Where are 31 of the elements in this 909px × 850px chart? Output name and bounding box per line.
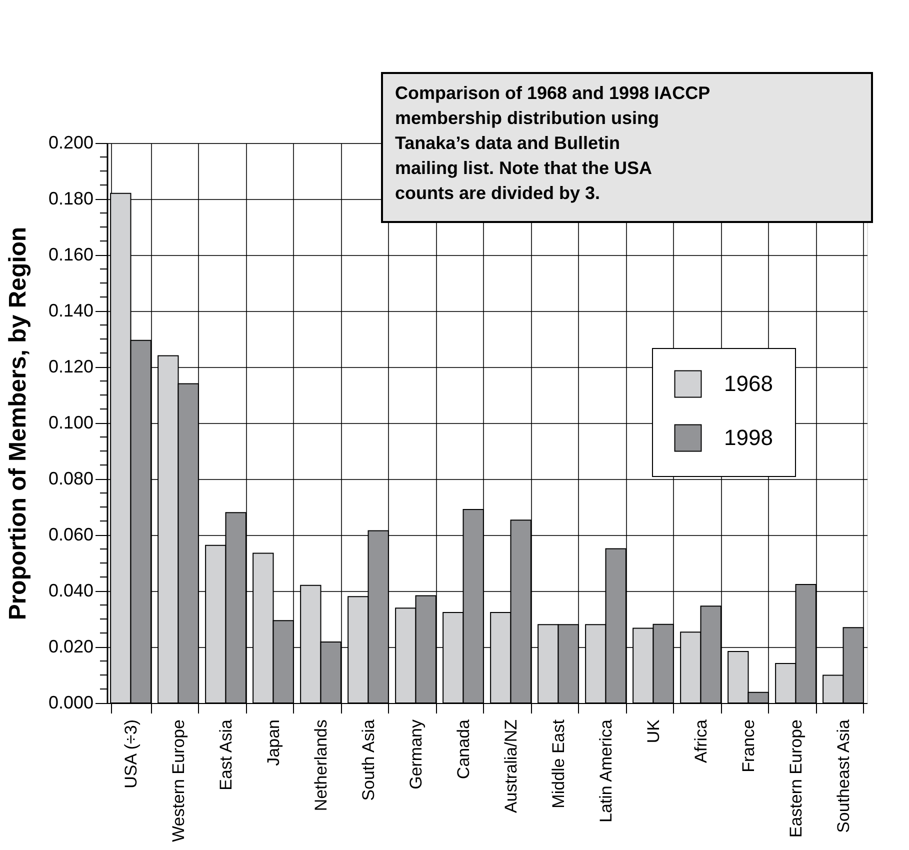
x-tick-label: Canada [454, 718, 473, 780]
x-tick-label: Netherlands [311, 720, 330, 812]
y-tick-label: 0.200 [48, 132, 94, 152]
y-tick-label: 0.100 [48, 412, 94, 432]
y-tick-label: 0.000 [48, 692, 94, 712]
x-tick-label: Middle East [548, 719, 568, 808]
y-tick-label: 0.060 [48, 524, 94, 544]
chart-title: Comparison of 1968 and 1998 IACCP membership distribution using Tanaka’s data and Bulletin mailing list. Note that the USA counts are divided by 3. [395, 83, 710, 203]
x-tick-label: Germany [406, 719, 426, 790]
x-tick-label: Africa [691, 718, 710, 763]
x-tick-label: Eastern Europe [786, 720, 806, 838]
x-tick-label: Latin America [596, 718, 616, 822]
x-tick-label: UK [644, 718, 663, 744]
y-tick-label: 0.180 [48, 188, 94, 208]
legend-label: 1998 [724, 425, 773, 450]
x-tick-label: Western Europe [168, 720, 188, 842]
y-tick-label: 0.080 [48, 468, 94, 488]
x-tick-label: Japan [264, 720, 283, 766]
x-tick-label: Southeast Asia [834, 718, 853, 833]
legend-label: 1968 [724, 371, 773, 396]
y-tick-label: 0.160 [48, 244, 94, 264]
y-tick-label: 0.120 [48, 356, 94, 376]
x-tick-label: France [738, 720, 758, 772]
x-tick-label: Australia/NZ [501, 720, 520, 814]
y-tick-label: 0.020 [48, 636, 94, 656]
x-tick-label: USA (÷3) [121, 720, 140, 788]
y-tick-label: 0.040 [48, 580, 94, 600]
x-tick-label: East Asia [216, 718, 236, 790]
y-tick-label: 0.140 [48, 300, 94, 320]
x-tick-label: South Asia [358, 718, 378, 801]
y-axis-title: Proportion of Members, by Region [4, 226, 32, 620]
